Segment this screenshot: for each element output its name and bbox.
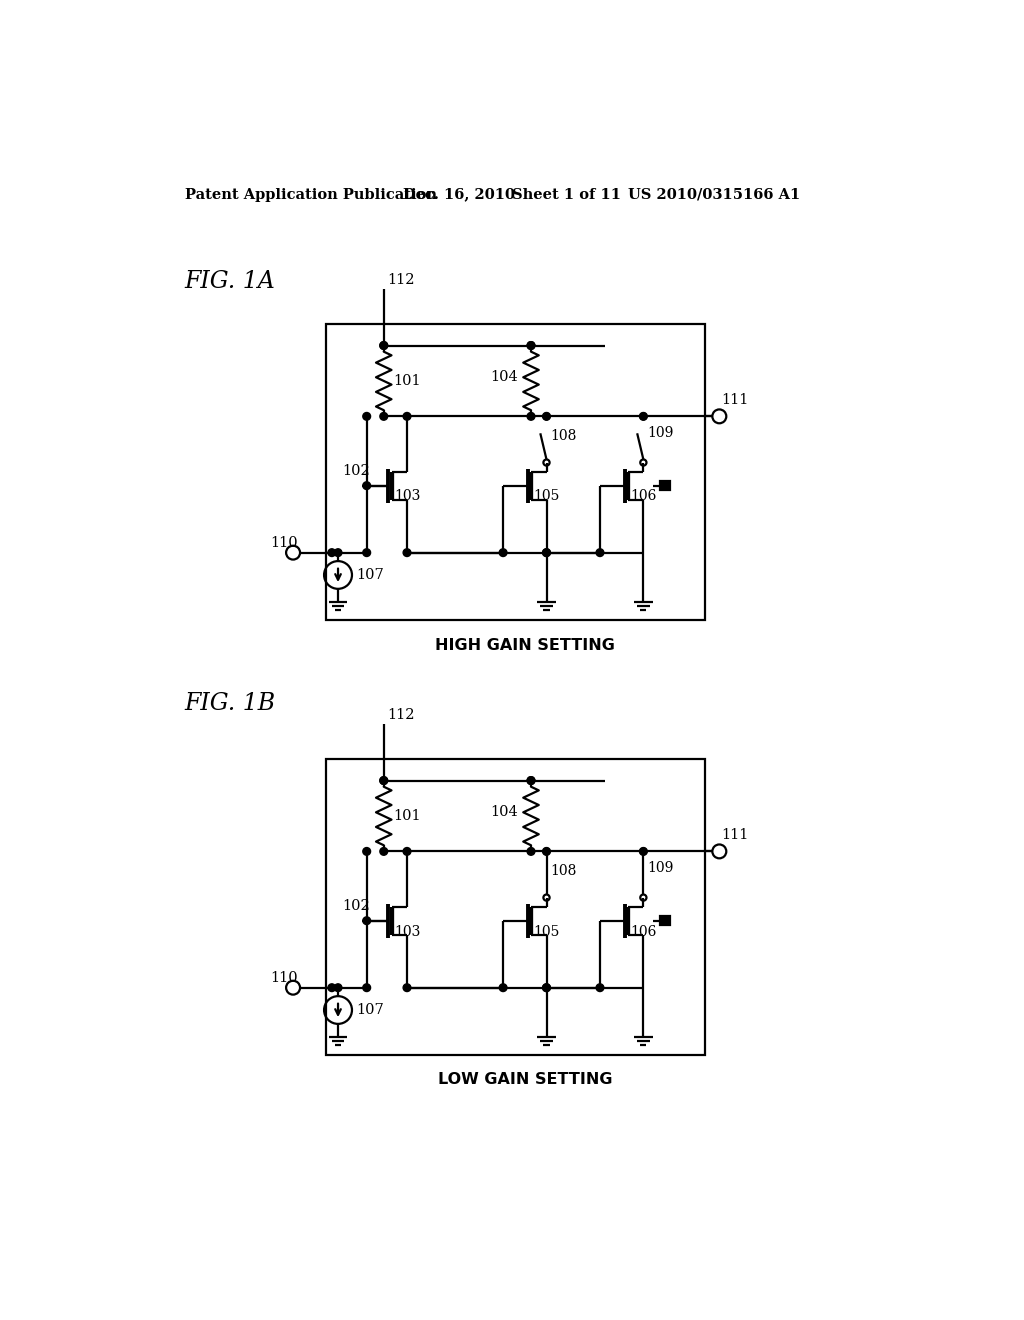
- Circle shape: [362, 549, 371, 557]
- Text: 107: 107: [356, 1003, 384, 1016]
- Circle shape: [403, 549, 411, 557]
- Text: 112: 112: [387, 273, 415, 286]
- Circle shape: [527, 413, 535, 420]
- Text: 103: 103: [394, 490, 421, 503]
- Circle shape: [380, 342, 388, 350]
- Text: HIGH GAIN SETTING: HIGH GAIN SETTING: [435, 638, 614, 653]
- Text: 101: 101: [393, 374, 421, 388]
- Text: 110: 110: [270, 536, 297, 550]
- Text: 103: 103: [394, 924, 421, 939]
- Text: 111: 111: [721, 828, 749, 842]
- Text: 104: 104: [490, 370, 518, 384]
- Circle shape: [527, 776, 535, 784]
- Circle shape: [543, 847, 550, 855]
- Text: LOW GAIN SETTING: LOW GAIN SETTING: [437, 1072, 612, 1088]
- Text: 102: 102: [342, 463, 370, 478]
- Text: 101: 101: [393, 809, 421, 822]
- Circle shape: [527, 776, 535, 784]
- Text: Dec. 16, 2010: Dec. 16, 2010: [403, 187, 515, 202]
- Circle shape: [543, 983, 550, 991]
- Text: 106: 106: [630, 490, 656, 503]
- Bar: [660, 480, 670, 490]
- Circle shape: [640, 413, 647, 420]
- Circle shape: [362, 482, 371, 490]
- Text: 111: 111: [721, 393, 749, 407]
- Bar: [326, 323, 706, 620]
- Circle shape: [334, 549, 342, 557]
- Text: 107: 107: [356, 568, 384, 582]
- Bar: [660, 916, 670, 925]
- Circle shape: [543, 413, 550, 420]
- Circle shape: [362, 917, 371, 924]
- Circle shape: [328, 549, 336, 557]
- Circle shape: [500, 983, 507, 991]
- Circle shape: [334, 983, 342, 991]
- Circle shape: [403, 983, 411, 991]
- Text: 109: 109: [647, 426, 674, 441]
- Circle shape: [403, 847, 411, 855]
- Circle shape: [380, 776, 388, 784]
- Text: FIG. 1A: FIG. 1A: [184, 271, 275, 293]
- Circle shape: [362, 847, 371, 855]
- Circle shape: [596, 549, 604, 557]
- Circle shape: [640, 847, 647, 855]
- Text: 106: 106: [630, 924, 656, 939]
- Circle shape: [527, 342, 535, 350]
- Text: FIG. 1B: FIG. 1B: [184, 692, 275, 715]
- Text: Patent Application Publication: Patent Application Publication: [184, 187, 436, 202]
- Text: 105: 105: [534, 490, 560, 503]
- Text: US 2010/0315166 A1: US 2010/0315166 A1: [628, 187, 800, 202]
- Text: 104: 104: [490, 805, 518, 820]
- Text: 108: 108: [550, 429, 577, 442]
- Text: 110: 110: [270, 972, 297, 985]
- Circle shape: [543, 549, 550, 557]
- Circle shape: [500, 549, 507, 557]
- Circle shape: [328, 983, 336, 991]
- Text: 109: 109: [647, 862, 674, 875]
- Circle shape: [403, 413, 411, 420]
- Circle shape: [380, 342, 388, 350]
- Circle shape: [380, 413, 388, 420]
- Text: 105: 105: [534, 924, 560, 939]
- Circle shape: [380, 776, 388, 784]
- Text: Sheet 1 of 11: Sheet 1 of 11: [512, 187, 621, 202]
- Circle shape: [380, 847, 388, 855]
- Text: 102: 102: [342, 899, 370, 913]
- Text: 112: 112: [387, 708, 415, 722]
- Bar: [326, 759, 706, 1056]
- Circle shape: [362, 983, 371, 991]
- Circle shape: [543, 549, 550, 557]
- Circle shape: [527, 342, 535, 350]
- Circle shape: [596, 983, 604, 991]
- Circle shape: [543, 983, 550, 991]
- Circle shape: [362, 413, 371, 420]
- Text: 108: 108: [550, 863, 577, 878]
- Circle shape: [527, 847, 535, 855]
